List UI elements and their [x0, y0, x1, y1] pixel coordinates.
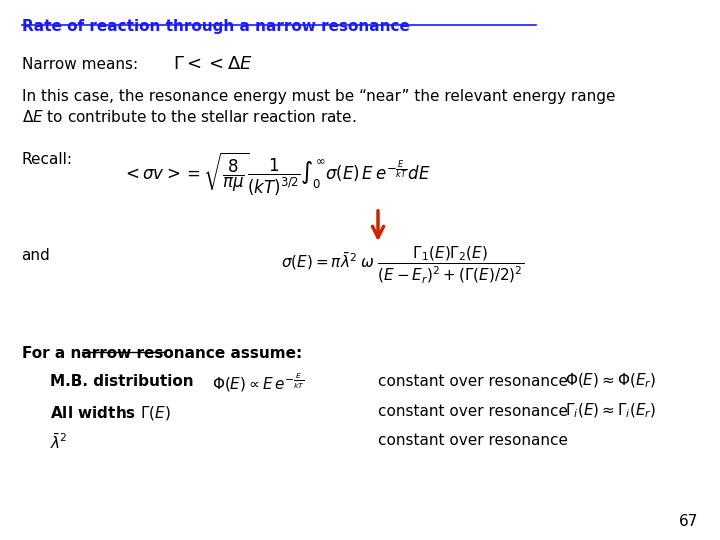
Text: constant over resonance: constant over resonance — [378, 404, 568, 419]
Text: All widths $\Gamma(E)$: All widths $\Gamma(E)$ — [50, 404, 171, 422]
Text: $\sigma(E) = \pi\bar{\lambda}^2 \; \omega \; \dfrac{\Gamma_1(E)\Gamma_2(E)}{(E -: $\sigma(E) = \pi\bar{\lambda}^2 \; \omeg… — [281, 244, 524, 285]
Text: Rate of reaction through a narrow resonance: Rate of reaction through a narrow resona… — [22, 19, 410, 34]
Text: $\Gamma_i(E) \approx \Gamma_i(E_r)$: $\Gamma_i(E) \approx \Gamma_i(E_r)$ — [565, 402, 657, 420]
Text: 67: 67 — [679, 514, 698, 529]
Text: and: and — [22, 248, 50, 264]
Text: In this case, the resonance energy must be “near” the relevant energy range: In this case, the resonance energy must … — [22, 89, 615, 104]
Text: $\bar{\lambda}^2$: $\bar{\lambda}^2$ — [50, 433, 68, 452]
Text: M.B. distribution: M.B. distribution — [50, 374, 194, 389]
Text: $< \sigma v >= \sqrt{\dfrac{8}{\pi\mu}} \dfrac{1}{(kT)^{3/2}} \int_0^{\infty} \s: $< \sigma v >= \sqrt{\dfrac{8}{\pi\mu}} … — [122, 151, 431, 198]
Text: $\Phi(E) \propto E\, e^{-\frac{E}{kT}}$: $\Phi(E) \propto E\, e^{-\frac{E}{kT}}$ — [212, 372, 305, 395]
Text: Recall:: Recall: — [22, 152, 73, 167]
Text: Narrow means:: Narrow means: — [22, 57, 138, 72]
Text: $\Gamma << \Delta E$: $\Gamma << \Delta E$ — [173, 55, 253, 73]
Text: constant over resonance: constant over resonance — [378, 374, 568, 389]
Text: $\Delta E$ to contribute to the stellar reaction rate.: $\Delta E$ to contribute to the stellar … — [22, 109, 356, 125]
Text: constant over resonance: constant over resonance — [378, 433, 568, 448]
Text: $\Phi(E) \approx \Phi(E_r)$: $\Phi(E) \approx \Phi(E_r)$ — [565, 372, 657, 390]
Text: For a narrow resonance assume:: For a narrow resonance assume: — [22, 346, 302, 361]
